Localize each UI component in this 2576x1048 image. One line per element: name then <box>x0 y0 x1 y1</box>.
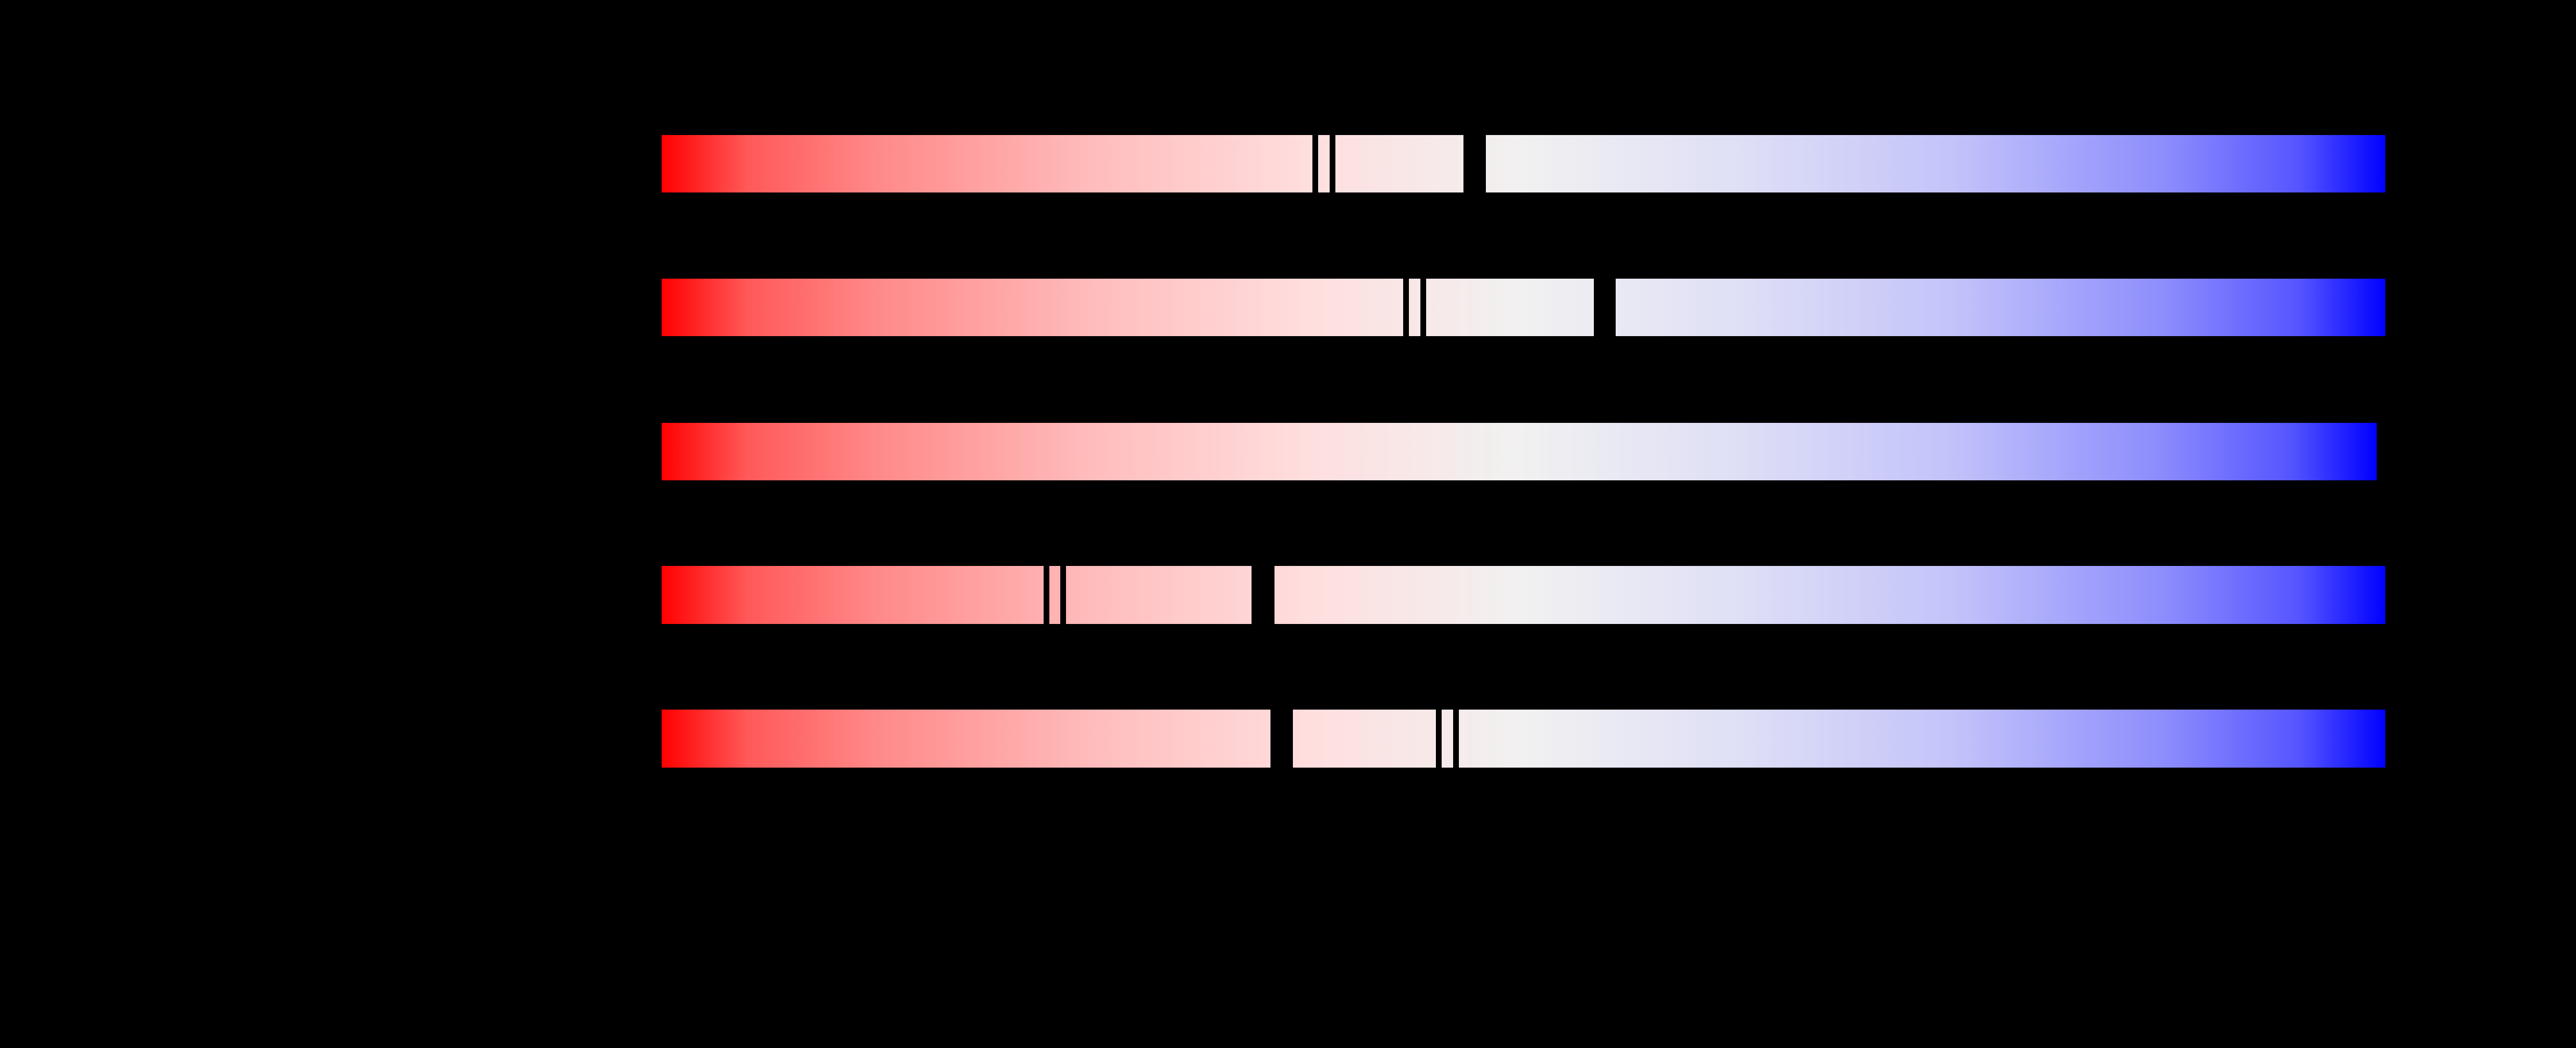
thin-tick-marker <box>1453 710 1459 768</box>
thin-tick-marker <box>1403 279 1409 336</box>
thin-tick-marker <box>1420 279 1426 336</box>
gradient-bar-row-1 <box>662 135 2385 192</box>
thin-tick-marker <box>1330 135 1335 192</box>
thin-tick-marker <box>1044 566 1049 624</box>
gradient-bar-row-5 <box>662 710 2385 768</box>
gradient-bar-row-2 <box>662 279 2385 336</box>
thick-band-marker <box>1252 566 1275 624</box>
thin-tick-marker <box>1436 710 1442 768</box>
thin-tick-marker <box>1312 135 1318 192</box>
thin-tick-marker <box>1060 566 1066 624</box>
thick-band-marker <box>1463 135 1486 192</box>
thick-band-marker <box>1270 710 1293 768</box>
gradient-bar-row-3 <box>662 423 2377 480</box>
thick-band-marker <box>1594 279 1616 336</box>
gradient-bar-row-4 <box>662 566 2385 624</box>
